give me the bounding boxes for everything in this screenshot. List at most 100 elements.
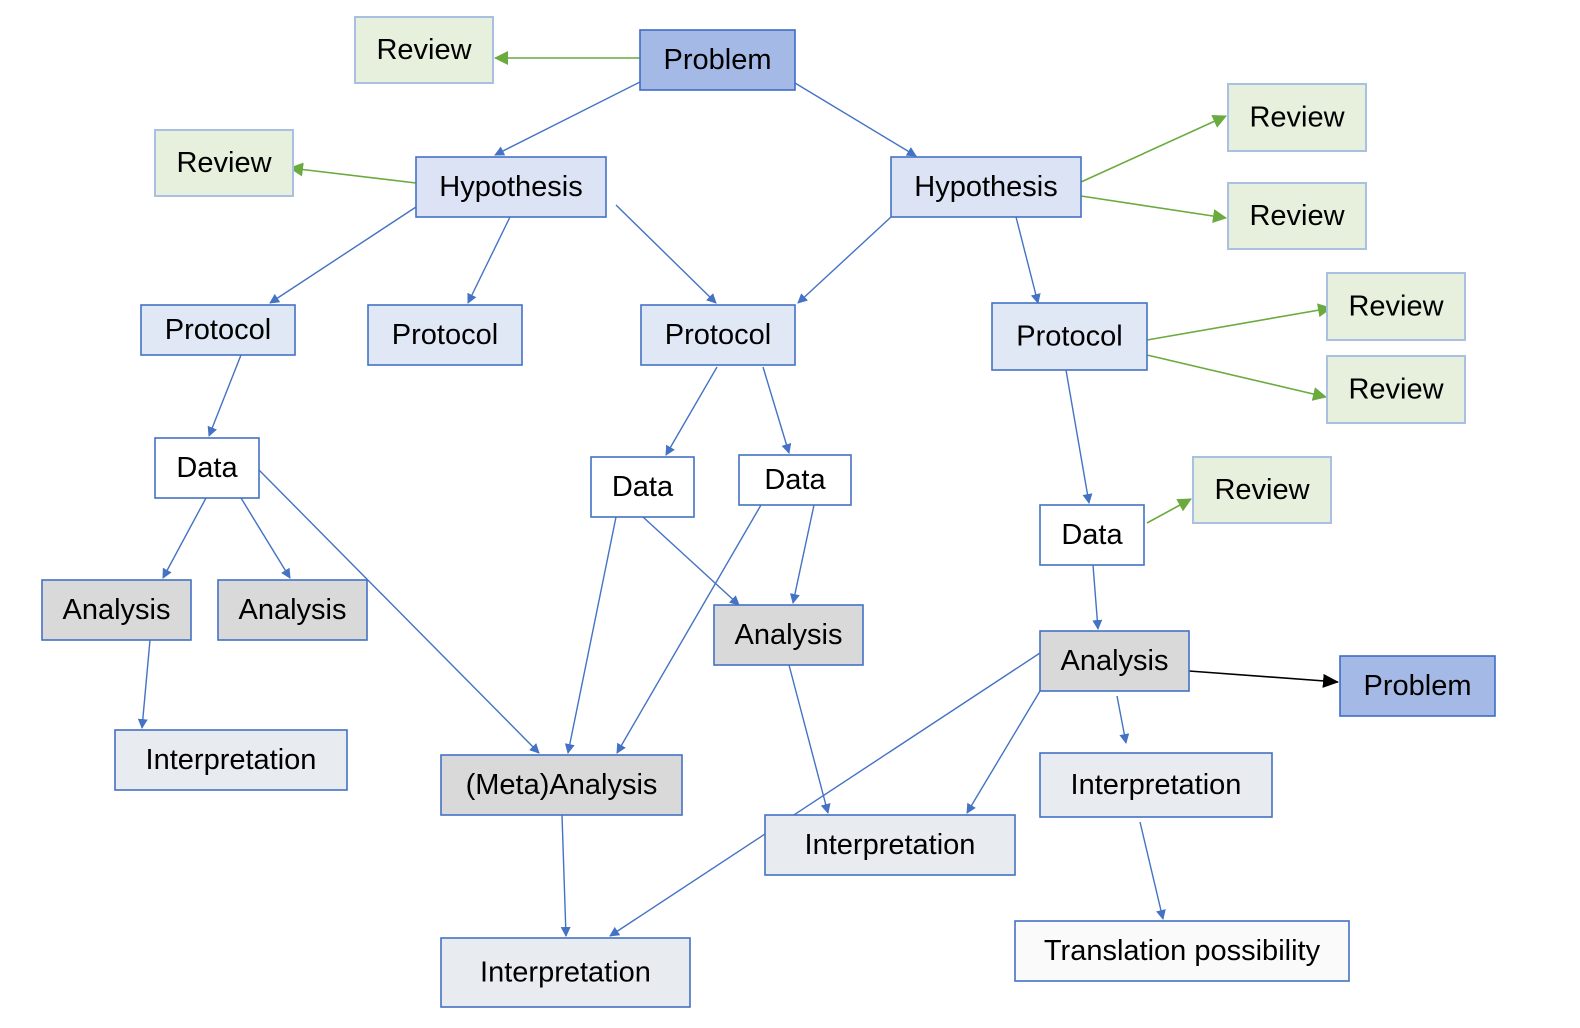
node-problem-bottom: Problem: [1339, 655, 1496, 717]
edge-hypothesis-right-to-protocol-4: [1015, 216, 1041, 304]
node-label: Interpretation: [805, 829, 976, 861]
node-label: Hypothesis: [439, 171, 582, 203]
node-label: Review: [1348, 374, 1444, 406]
edge-protocol-4-to-data-4: [1065, 369, 1093, 504]
edge-data-2-to-meta-analysis: [564, 516, 617, 754]
node-label: Interpretation: [480, 957, 651, 989]
node-label: Protocol: [165, 314, 271, 346]
node-box: [1192, 456, 1332, 524]
node-box: [217, 579, 368, 641]
edge-data-4-to-review-r5: [1146, 498, 1192, 524]
edge-protocol-3-to-data-2: [665, 366, 718, 456]
node-box: [1014, 920, 1350, 982]
node-box: [713, 604, 864, 666]
node-label: Interpretation: [146, 744, 317, 776]
node-box: [991, 302, 1148, 371]
node-label: (Meta)Analysis: [466, 769, 658, 801]
node-data-3: Data: [738, 454, 852, 506]
edge-analysis-4-to-interpretation-3: [966, 690, 1041, 814]
edge-analysis-3-to-interpretation-3: [788, 664, 831, 814]
node-translation: Translation possibility: [1014, 920, 1350, 982]
node-box: [890, 156, 1082, 218]
node-box: [764, 814, 1016, 876]
edge-hypothesis-left-to-review-left: [289, 162, 417, 184]
edge-problem-top-to-hypothesis-right: [789, 79, 917, 157]
edge-data-1-to-analysis-1: [162, 497, 207, 579]
edge-protocol-1-to-data-1: [207, 354, 242, 437]
edge-hypothesis-right-to-protocol-3: [797, 216, 892, 304]
node-label: Review: [1348, 291, 1444, 323]
node-label: Protocol: [392, 319, 498, 351]
edge-analysis-4-to-interpretation-2: [609, 652, 1041, 937]
node-box: [640, 304, 796, 366]
node-label: Data: [1061, 519, 1123, 551]
edge-meta-analysis-to-interpretation-2: [560, 814, 571, 937]
node-label: Protocol: [665, 319, 771, 351]
node-hypothesis-left: Hypothesis: [415, 156, 607, 218]
node-problem-top: Problem: [639, 29, 796, 91]
node-meta-analysis: (Meta)Analysis: [440, 754, 683, 816]
edge-protocol-3-to-data-3: [762, 366, 792, 454]
node-label: Data: [764, 464, 826, 496]
node-review-r4: Review: [1326, 355, 1466, 424]
node-label: Data: [612, 471, 674, 503]
node-analysis-3: Analysis: [713, 604, 864, 666]
node-box: [140, 304, 296, 356]
edge-analysis-4-to-interpretation-4: [1116, 695, 1130, 744]
node-data-4: Data: [1039, 504, 1145, 566]
node-label: Translation possibility: [1044, 935, 1321, 967]
node-box: [1227, 83, 1367, 152]
node-box: [41, 579, 192, 641]
node-box: [114, 729, 348, 791]
node-box: [1339, 655, 1496, 717]
node-interpretation-4: Interpretation: [1039, 752, 1273, 818]
node-label: Problem: [1364, 670, 1472, 702]
edge-hypothesis-left-to-protocol-3: [615, 204, 717, 304]
edge-hypothesis-right-to-review-r2: [1080, 195, 1227, 223]
node-label: Review: [376, 34, 472, 66]
edge-data-3-to-analysis-3: [789, 504, 815, 604]
node-label: Problem: [664, 44, 772, 76]
node-protocol-2: Protocol: [367, 304, 523, 366]
node-review-r1: Review: [1227, 83, 1367, 152]
edge-data-1-to-analysis-2: [240, 497, 291, 579]
node-box: [415, 156, 607, 218]
edge-hypothesis-right-to-review-r1: [1080, 115, 1227, 183]
edge-data-3-to-meta-analysis: [616, 504, 762, 754]
node-label: Analysis: [63, 594, 171, 626]
node-review-r5: Review: [1192, 456, 1332, 524]
edge-data-1-to-meta-analysis: [258, 469, 540, 754]
edge-analysis-1-to-interpretation-1: [137, 639, 151, 729]
node-label: Analysis: [239, 594, 347, 626]
node-box: [354, 16, 494, 84]
node-protocol-3: Protocol: [640, 304, 796, 366]
node-box: [1326, 355, 1466, 424]
node-label: Data: [176, 452, 238, 484]
node-interpretation-2: Interpretation: [440, 937, 691, 1008]
node-label: Review: [1249, 200, 1345, 232]
node-hypothesis-right: Hypothesis: [890, 156, 1082, 218]
node-protocol-1: Protocol: [140, 304, 296, 356]
node-data-1: Data: [154, 437, 260, 499]
node-label: Protocol: [1016, 321, 1122, 353]
node-label: Interpretation: [1071, 769, 1242, 801]
node-box: [738, 454, 852, 506]
node-label: Review: [176, 147, 272, 179]
edge-protocol-4-to-review-r3: [1146, 303, 1332, 341]
node-box: [1227, 182, 1367, 250]
node-protocol-4: Protocol: [991, 302, 1148, 371]
node-label: Analysis: [735, 619, 843, 651]
node-box: [154, 129, 294, 197]
node-data-2: Data: [590, 456, 695, 518]
node-box: [440, 754, 683, 816]
node-interpretation-3: Interpretation: [764, 814, 1016, 876]
node-review-r2: Review: [1227, 182, 1367, 250]
edge-problem-top-to-hypothesis-left: [494, 81, 641, 156]
edge-data-2-to-analysis-3: [642, 516, 740, 606]
node-box: [1039, 630, 1190, 692]
node-review-left: Review: [154, 129, 294, 197]
edge-analysis-4-to-problem-bottom: [1188, 670, 1339, 688]
node-label: Review: [1214, 474, 1310, 506]
node-analysis-2: Analysis: [217, 579, 368, 641]
